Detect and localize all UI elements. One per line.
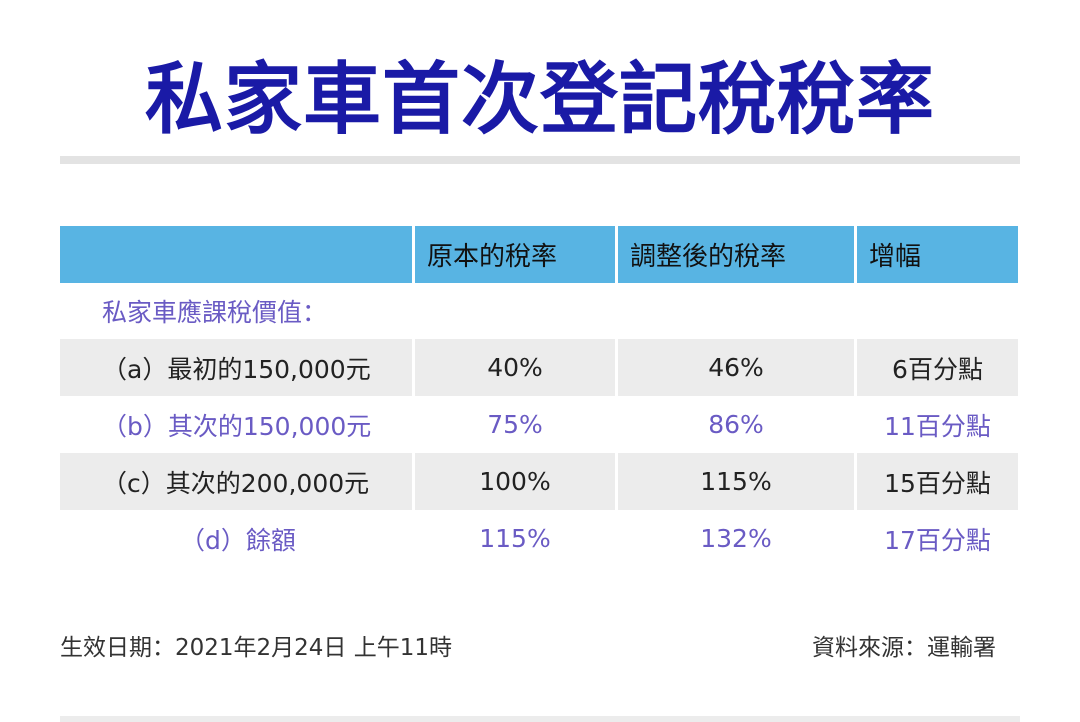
- table-row: （a）最初的150,000元 40% 46% 6百分點: [60, 339, 1018, 396]
- row-label: （a）最初的150,000元: [60, 339, 412, 396]
- effective-date: 生效日期：2021年2月24日 上午11時: [60, 635, 453, 661]
- section-row: 私家車應課稅價值：: [60, 283, 1018, 339]
- increase-cell: 6百分點: [857, 339, 1018, 396]
- section-label: 私家車應課稅價值：: [102, 298, 328, 327]
- tax-rate-table: 原本的稅率 調整後的稅率 增幅 私家車應課稅價值： （a）最初的150,000元…: [57, 226, 1021, 567]
- original-rate-cell: 100%: [415, 453, 615, 510]
- row-label: （c）其次的200,000元: [60, 453, 412, 510]
- table-row: （c）其次的200,000元 100% 115% 15百分點: [60, 453, 1018, 510]
- table-row: （b）其次的150,000元 75% 86% 11百分點: [60, 396, 1018, 453]
- header-increase: 增幅: [857, 226, 1018, 283]
- row-label: （b）其次的150,000元: [60, 396, 412, 453]
- row-label: （d）餘額: [60, 510, 412, 567]
- bottom-divider: [60, 716, 1020, 722]
- increase-cell: 15百分點: [857, 453, 1018, 510]
- adjusted-rate-cell: 115%: [618, 453, 854, 510]
- adjusted-rate-cell: 46%: [618, 339, 854, 396]
- header-adjusted-rate: 調整後的稅率: [618, 226, 854, 283]
- increase-cell: 17百分點: [857, 510, 1018, 567]
- header-original-rate: 原本的稅率: [415, 226, 615, 283]
- original-rate-cell: 115%: [415, 510, 615, 567]
- data-source: 資料來源：運輸署: [812, 635, 996, 661]
- original-rate-cell: 40%: [415, 339, 615, 396]
- header-blank: [60, 226, 412, 283]
- page-title: 私家車首次登記稅稅率: [144, 55, 935, 145]
- increase-cell: 11百分點: [857, 396, 1018, 453]
- title-divider: [60, 156, 1020, 164]
- adjusted-rate-cell: 132%: [618, 510, 854, 567]
- table-row: （d）餘額 115% 132% 17百分點: [60, 510, 1018, 567]
- table-header-row: 原本的稅率 調整後的稅率 增幅: [60, 226, 1018, 283]
- original-rate-cell: 75%: [415, 396, 615, 453]
- adjusted-rate-cell: 86%: [618, 396, 854, 453]
